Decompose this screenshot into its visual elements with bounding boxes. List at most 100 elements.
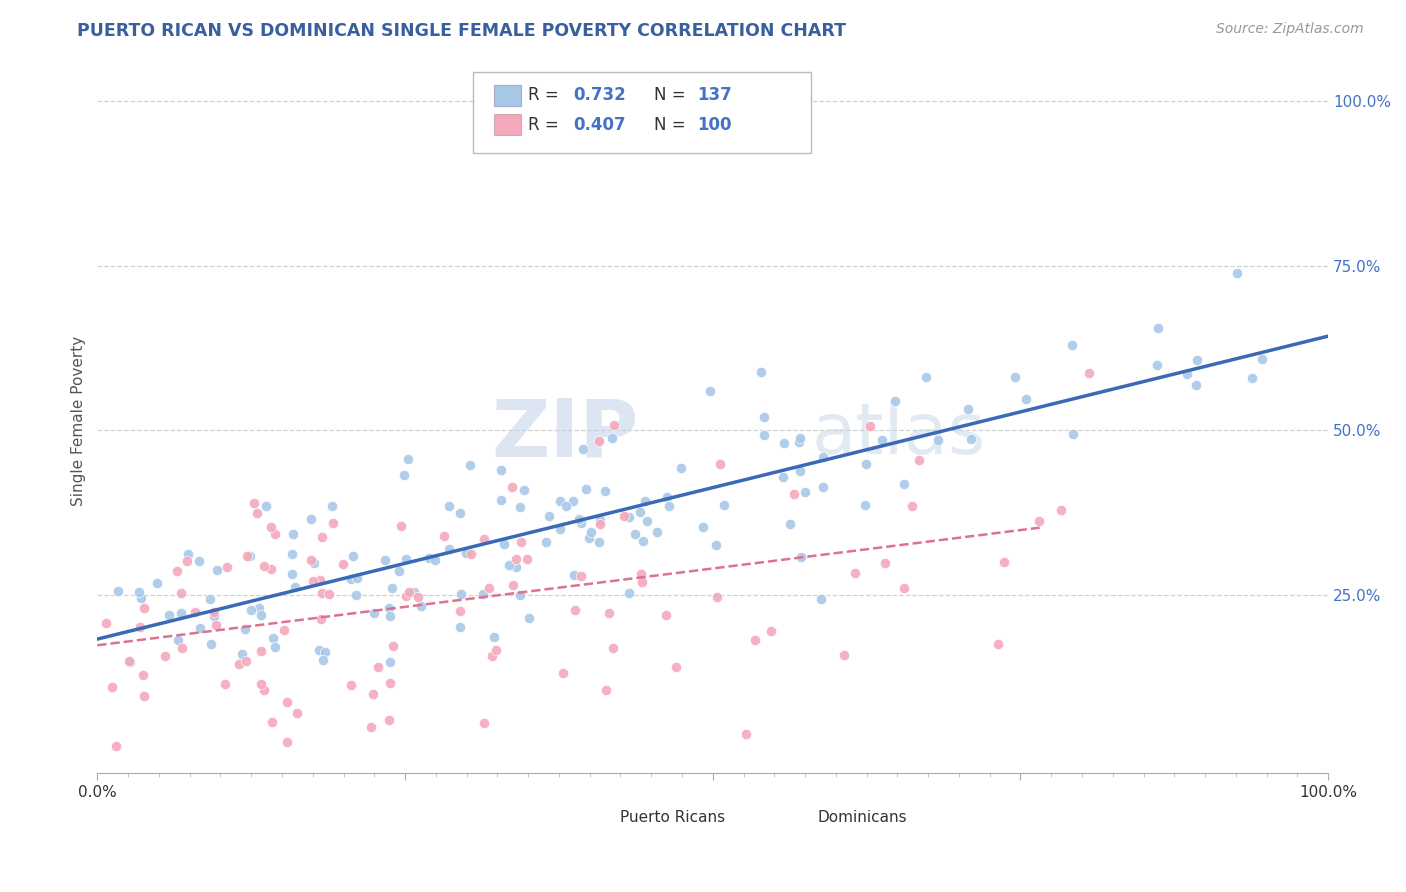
Point [551,666,574,681]
Text: ZIP: ZIP [492,396,638,474]
Point [361,686,384,700]
Point [299,512,322,526]
Point [699,384,721,398]
Point [374,553,396,567]
Point [170,585,193,599]
Point [423,552,446,566]
Point [509,500,531,515]
Point [579,524,602,539]
Point [200,637,222,651]
Point [706,590,728,604]
Point [893,581,915,595]
Point [214,677,236,691]
Point [146,576,169,591]
Point [239,549,262,563]
Point [299,552,322,566]
Point [309,573,332,587]
Point [101,681,124,695]
Point [957,401,980,416]
Point [631,574,654,589]
Point [489,463,512,477]
Point [595,682,617,697]
Point [534,534,557,549]
Point [129,591,152,606]
Point [987,637,1010,651]
Point [437,541,460,556]
Point [472,715,495,730]
Point [235,654,257,668]
Text: 137: 137 [697,87,731,104]
Point [671,461,693,475]
Point [378,608,401,623]
Point [311,530,333,544]
Point [617,586,640,600]
Point [205,563,228,577]
Point [832,648,855,662]
Point [382,639,405,653]
Point [184,605,207,619]
Point [202,605,225,619]
Text: 0.732: 0.732 [574,87,627,104]
Text: 100: 100 [697,116,731,134]
Point [537,508,560,523]
Point [311,585,333,599]
Point [505,560,527,574]
Point [253,682,276,697]
Point [692,520,714,534]
Point [153,648,176,663]
Point [233,622,256,636]
Point [704,538,727,552]
Point [481,649,503,664]
Point [779,517,801,532]
Point [555,499,578,513]
Point [281,526,304,541]
Point [236,549,259,563]
Point [202,609,225,624]
Point [246,506,269,520]
Point [575,483,598,497]
Point [205,617,228,632]
Point [262,715,284,730]
Point [437,500,460,514]
Point [342,549,364,563]
Point [873,556,896,570]
Point [1004,370,1026,384]
Point [1226,266,1249,280]
Text: R =: R = [529,116,564,134]
Y-axis label: Single Female Poverty: Single Female Poverty [72,335,86,506]
Point [395,589,418,603]
Point [301,574,323,589]
Point [855,457,877,471]
Text: Source: ZipAtlas.com: Source: ZipAtlas.com [1216,22,1364,37]
Point [395,552,418,566]
Point [176,547,198,561]
Point [404,584,426,599]
Point [280,547,302,561]
Text: 0.407: 0.407 [574,116,626,134]
FancyBboxPatch shape [786,808,811,825]
Point [318,587,340,601]
Point [790,550,813,565]
Point [513,483,536,497]
Point [340,677,363,691]
Point [568,511,591,525]
Point [166,565,188,579]
Point [398,584,420,599]
Point [772,470,794,484]
Point [217,560,239,574]
Point [321,499,343,513]
FancyBboxPatch shape [589,808,614,825]
Point [471,587,494,601]
Point [562,567,585,582]
Point [993,555,1015,569]
Point [129,620,152,634]
Point [602,640,624,655]
Point [655,491,678,505]
Point [548,522,571,536]
Point [392,467,415,482]
Point [908,453,931,467]
Point [449,506,471,520]
FancyBboxPatch shape [472,72,811,153]
Point [1185,378,1208,392]
Point [388,564,411,578]
